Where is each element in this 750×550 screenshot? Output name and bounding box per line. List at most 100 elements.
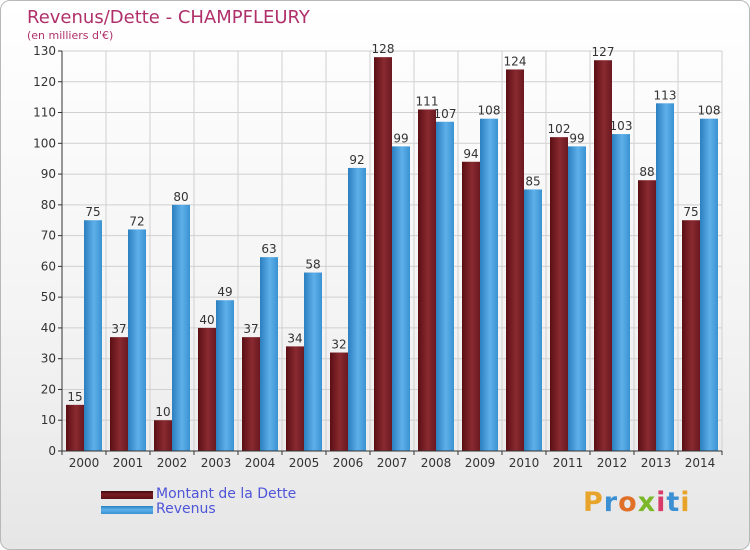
- data-label: 103: [610, 119, 633, 133]
- x-tick-label: 2009: [465, 456, 496, 470]
- data-label: 37: [111, 322, 126, 336]
- bar-revenus-2001: [128, 229, 146, 451]
- bar-revenus-2000: [84, 220, 102, 451]
- x-tick-label: 2005: [289, 456, 320, 470]
- y-tick-label: 120: [33, 75, 56, 89]
- bar-revenus-2014: [700, 118, 718, 451]
- x-tick-label: 2012: [597, 456, 628, 470]
- x-tick-label: 2014: [685, 456, 716, 470]
- x-tick-label: 2007: [377, 456, 408, 470]
- bar-dette-2011: [550, 137, 568, 451]
- data-label: 75: [683, 205, 698, 219]
- bar-dette-2009: [462, 161, 480, 451]
- bar-dette-2004: [242, 337, 260, 451]
- logo-letter: r: [603, 487, 619, 518]
- x-tick-label: 2006: [333, 456, 364, 470]
- bar-revenus-2013: [656, 103, 674, 452]
- bar-dette-2003: [198, 327, 216, 451]
- bar-revenus-2006: [348, 167, 366, 451]
- data-label: 127: [592, 45, 615, 59]
- bar-revenus-2012: [612, 134, 630, 452]
- bar-revenus-2003: [216, 300, 234, 451]
- x-tick-label: 2002: [157, 456, 188, 470]
- data-label: 107: [434, 107, 457, 121]
- bar-revenus-2007: [392, 146, 410, 451]
- x-tick-label: 2010: [509, 456, 540, 470]
- bar-dette-2007: [374, 57, 392, 452]
- data-label: 72: [129, 214, 144, 228]
- logo-letter: i: [656, 487, 667, 518]
- data-label: 34: [287, 331, 302, 345]
- bar-revenus-2011: [568, 146, 586, 451]
- y-tick-label: 70: [41, 229, 56, 243]
- chart-subtitle: (en milliers d'€): [27, 29, 114, 42]
- chart-title: Revenus/Dette - CHAMPFLEURY: [27, 7, 310, 28]
- data-label: 88: [639, 165, 654, 179]
- bar-revenus-2008: [436, 121, 454, 452]
- y-tick-label: 50: [41, 290, 56, 304]
- data-label: 124: [504, 54, 527, 68]
- bar-dette-2002: [154, 420, 172, 451]
- data-label: 37: [243, 322, 258, 336]
- x-tick-label: 2008: [421, 456, 452, 470]
- logo-letter: P: [583, 487, 604, 518]
- data-label: 99: [393, 131, 408, 145]
- bar-revenus-2004: [260, 257, 278, 451]
- x-tick-label: 2013: [641, 456, 672, 470]
- y-tick-label: 110: [33, 106, 56, 120]
- y-tick-label: 40: [41, 321, 56, 335]
- bar-revenus-2009: [480, 118, 498, 451]
- y-tick-label: 90: [41, 167, 56, 181]
- data-label: 58: [305, 258, 320, 272]
- logo-letter: i: [680, 487, 691, 518]
- legend-swatch-debt: [101, 491, 153, 499]
- data-label: 75: [85, 205, 100, 219]
- bar-revenus-2010: [524, 189, 542, 451]
- bar-revenus-2002: [172, 204, 190, 451]
- y-tick-label: 30: [41, 352, 56, 366]
- bar-dette-2000: [66, 404, 84, 451]
- data-label: 108: [478, 104, 501, 118]
- y-tick-label: 100: [33, 136, 56, 150]
- data-label: 102: [548, 122, 571, 136]
- data-label: 99: [569, 131, 584, 145]
- x-tick-label: 2001: [113, 456, 144, 470]
- data-label: 94: [463, 147, 478, 161]
- logo-letter: x: [637, 487, 657, 518]
- data-label: 32: [331, 338, 346, 352]
- y-tick-label: 60: [41, 259, 56, 273]
- data-label: 85: [525, 174, 540, 188]
- data-label: 63: [261, 242, 276, 256]
- legend-label-revenus: Revenus: [156, 501, 216, 517]
- data-label: 113: [654, 88, 677, 102]
- bar-dette-2012: [594, 60, 612, 451]
- bar-dette-2006: [330, 352, 348, 451]
- x-tick-label: 2000: [69, 456, 100, 470]
- bar-revenus-2005: [304, 272, 322, 451]
- logo-letter: t: [666, 487, 681, 518]
- data-label: 80: [173, 190, 188, 204]
- legend-label-debt: Montant de la Dette: [156, 486, 297, 502]
- bar-dette-2013: [638, 180, 656, 451]
- data-label: 111: [416, 94, 439, 108]
- x-tick-label: 2003: [201, 456, 232, 470]
- logo-letter: o: [618, 487, 638, 518]
- y-tick-label: 130: [33, 44, 56, 58]
- bar-dette-2005: [286, 346, 304, 451]
- data-label: 15: [67, 390, 82, 404]
- bar-dette-2010: [506, 69, 524, 451]
- bar-dette-2001: [110, 337, 128, 451]
- y-tick-label: 80: [41, 198, 56, 212]
- bar-dette-2014: [682, 220, 700, 451]
- data-label: 10: [155, 405, 170, 419]
- x-tick-label: 2011: [553, 456, 584, 470]
- data-label: 49: [217, 285, 232, 299]
- y-tick-label: 20: [41, 382, 56, 396]
- legend-swatch-revenus: [101, 506, 153, 514]
- x-tick-label: 2004: [245, 456, 276, 470]
- proxiti-logo: Proxiti: [583, 487, 691, 518]
- y-tick-label: 10: [41, 413, 56, 427]
- data-label: 40: [199, 313, 214, 327]
